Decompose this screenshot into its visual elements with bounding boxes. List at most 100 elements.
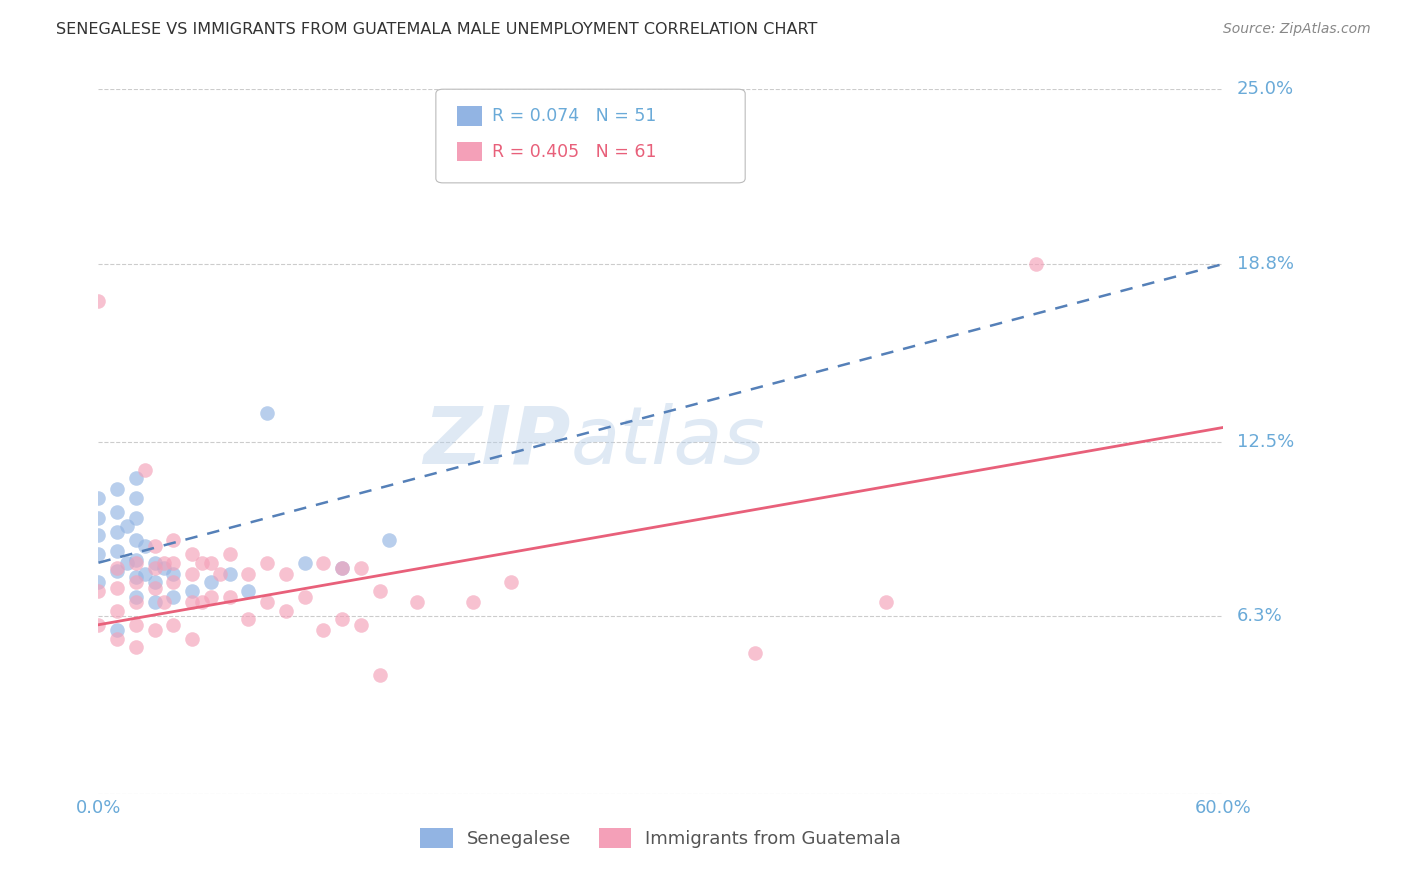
Point [105, 524, 128, 539]
Point [238, 583, 260, 598]
Point [105, 632, 128, 646]
Point [143, 581, 166, 595]
Point [368, 583, 391, 598]
Point [105, 505, 128, 519]
Point [87, 491, 110, 505]
Text: ZIP: ZIP [423, 402, 571, 481]
Point [162, 556, 184, 570]
Point [312, 556, 335, 570]
Point [125, 471, 148, 485]
Point [162, 567, 184, 582]
Point [330, 561, 353, 575]
Text: 25.0%: 25.0% [1237, 80, 1295, 98]
Point [143, 561, 166, 575]
Point [499, 575, 522, 590]
Point [200, 590, 222, 604]
Point [200, 575, 222, 590]
Point [181, 547, 204, 561]
Point [125, 556, 148, 570]
Point [181, 583, 204, 598]
Point [218, 567, 240, 582]
Point [368, 668, 391, 682]
Point [274, 604, 297, 618]
Point [256, 406, 278, 420]
Point [162, 590, 184, 604]
Text: 18.8%: 18.8% [1237, 255, 1294, 273]
Point [875, 595, 897, 609]
Point [143, 624, 166, 638]
Point [87, 617, 110, 632]
Point [125, 491, 148, 505]
Point [87, 583, 110, 598]
Text: Source: ZipAtlas.com: Source: ZipAtlas.com [1223, 22, 1371, 37]
Point [744, 646, 766, 660]
Point [350, 561, 373, 575]
Point [294, 556, 316, 570]
Point [330, 561, 353, 575]
Point [1025, 257, 1047, 271]
Point [105, 564, 128, 578]
Point [218, 547, 240, 561]
Point [190, 556, 212, 570]
Point [256, 556, 278, 570]
Point [125, 590, 148, 604]
Text: R = 0.074   N = 51: R = 0.074 N = 51 [492, 107, 657, 125]
Point [330, 612, 353, 626]
Point [105, 561, 128, 575]
Point [238, 567, 260, 582]
Point [105, 544, 128, 558]
Point [209, 567, 232, 582]
Point [134, 463, 156, 477]
Point [190, 595, 212, 609]
Point [125, 640, 148, 655]
Point [125, 533, 148, 548]
Point [115, 519, 138, 533]
Text: SENEGALESE VS IMMIGRANTS FROM GUATEMALA MALE UNEMPLOYMENT CORRELATION CHART: SENEGALESE VS IMMIGRANTS FROM GUATEMALA … [56, 22, 818, 37]
Point [105, 483, 128, 497]
Text: R = 0.405   N = 61: R = 0.405 N = 61 [492, 143, 657, 161]
Point [125, 595, 148, 609]
Point [153, 595, 176, 609]
Point [125, 553, 148, 567]
Point [274, 567, 297, 582]
Point [181, 567, 204, 582]
Point [294, 590, 316, 604]
Text: atlas: atlas [571, 402, 766, 481]
Point [378, 533, 401, 548]
Text: 12.5%: 12.5% [1237, 433, 1295, 450]
Point [105, 604, 128, 618]
Point [406, 595, 429, 609]
Point [162, 617, 184, 632]
Point [87, 293, 110, 308]
Point [125, 510, 148, 524]
Text: 6.3%: 6.3% [1237, 607, 1282, 625]
Point [312, 624, 335, 638]
Point [134, 567, 156, 582]
Point [105, 581, 128, 595]
Point [153, 561, 176, 575]
Point [463, 595, 485, 609]
Point [125, 570, 148, 584]
Point [162, 575, 184, 590]
Point [238, 612, 260, 626]
Point [125, 617, 148, 632]
Point [143, 595, 166, 609]
Point [87, 575, 110, 590]
Legend: Senegalese, Immigrants from Guatemala: Senegalese, Immigrants from Guatemala [413, 821, 908, 855]
Point [181, 632, 204, 646]
Point [143, 575, 166, 590]
Point [125, 575, 148, 590]
Point [218, 590, 240, 604]
Point [143, 556, 166, 570]
Point [350, 617, 373, 632]
Point [105, 624, 128, 638]
Point [153, 556, 176, 570]
Point [87, 510, 110, 524]
Point [200, 556, 222, 570]
Point [87, 527, 110, 541]
Point [256, 595, 278, 609]
Point [181, 595, 204, 609]
Point [134, 539, 156, 553]
Point [143, 539, 166, 553]
Point [162, 533, 184, 548]
